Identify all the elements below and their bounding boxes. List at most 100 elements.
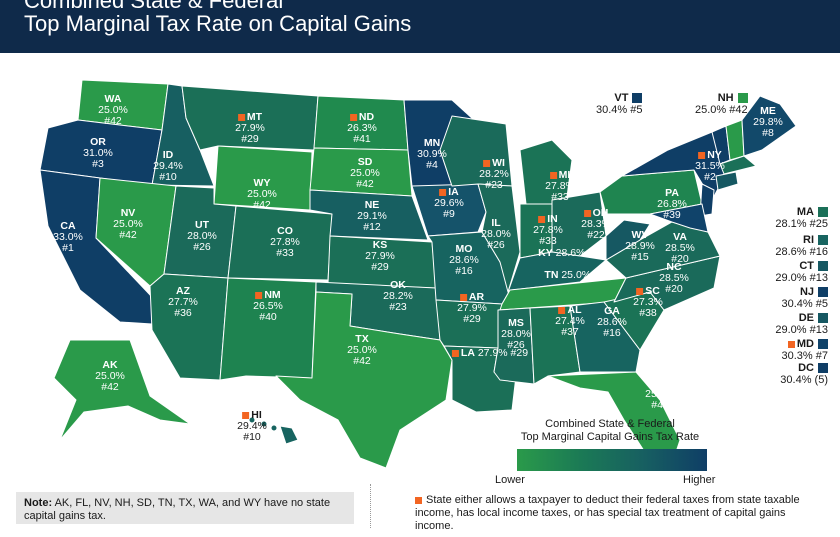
state-abbr: ID <box>162 149 174 161</box>
state-rank: #4 <box>426 159 438 171</box>
state-rate: 25.0% <box>247 188 277 200</box>
state-label-wi: WI 28.2% #23 <box>479 158 509 191</box>
state-label-ms: MS 28.0% #26 <box>501 318 531 351</box>
state-abbr: SC <box>645 285 660 297</box>
state-abbr: MN <box>423 137 441 149</box>
state-hi <box>248 416 299 445</box>
state-rate: 27.8% <box>545 180 575 192</box>
state-abbr: MS <box>508 317 524 329</box>
orange-square-icon <box>636 287 644 295</box>
state-abbr: PA <box>665 187 679 199</box>
state-label-nm: NM 26.5% #40 <box>253 290 283 323</box>
state-label-ut: UT 28.0% #26 <box>187 220 217 253</box>
color-swatch <box>818 339 828 350</box>
side-abbr: MA <box>796 206 814 218</box>
state-label-ak: AK 25.0% #42 <box>95 360 125 393</box>
orange-square-icon <box>549 171 557 179</box>
state-label-hi: HI 29.4% #10 <box>237 410 267 443</box>
side-label-md: MD 30.3% #7 <box>758 338 828 362</box>
state-rank: #42 <box>356 178 374 190</box>
orange-square-icon <box>483 159 491 167</box>
state-rate: 26.5% <box>253 300 283 312</box>
state-abbr: MT <box>246 111 263 123</box>
state-rank: #20 <box>671 253 689 265</box>
state-ct <box>715 171 739 191</box>
state-rank: #22 <box>587 229 605 241</box>
legend-higher-label: Higher <box>683 474 716 486</box>
state-label-mo: MO 28.6% #16 <box>449 244 479 277</box>
state-rate: 31.5% <box>695 160 725 172</box>
state-abbr: AR <box>468 291 485 303</box>
orange-square-icon <box>242 411 250 419</box>
state-label-ne: NE 29.1% #12 <box>357 200 387 233</box>
state-me <box>741 95 797 157</box>
state-rate: 29.6% <box>434 197 464 209</box>
state-rate: 25.0% <box>347 344 377 356</box>
state-rate: 25.0% <box>98 104 128 116</box>
legend-gradient-bar <box>517 449 707 471</box>
state-rate: 28.5% <box>659 272 689 284</box>
orange-square-icon <box>439 188 447 196</box>
state-rank: #42 <box>253 199 271 211</box>
state-rank: #33 <box>551 191 569 203</box>
state-abbr: IN <box>547 213 558 225</box>
side-value: 30.4% #5 <box>781 298 828 310</box>
state-rank: #42 <box>104 115 122 127</box>
state-rank: #23 <box>389 301 407 313</box>
state-rank: #9 <box>443 208 455 220</box>
state-abbr: NM <box>264 289 281 301</box>
state-il <box>477 183 521 293</box>
state-abbr: KS <box>372 239 388 251</box>
state-label-or: OR 31.0% #3 <box>83 137 113 170</box>
legend-title: Combined State & Federal Top Marginal Ca… <box>485 418 735 444</box>
state-abbr: SD <box>357 156 373 168</box>
state-rank: #29 <box>241 133 259 145</box>
state-abbr: ME <box>760 105 776 117</box>
state-md <box>649 203 709 233</box>
state-label-il: IL 28.0% #26 <box>481 218 511 251</box>
state-label-ks: KS 27.9% #29 <box>365 240 395 273</box>
state-rank: #29 <box>510 347 529 359</box>
state-label-va: VA 28.5% #20 <box>665 232 695 265</box>
state-label-tx: TX 25.0% #42 <box>347 334 377 367</box>
state-al <box>529 305 581 385</box>
us-map <box>39 79 797 471</box>
state-abbr: ND <box>358 111 375 123</box>
state-rank: #10 <box>159 171 177 183</box>
state-label-oh: OH 28.3% #22 <box>581 208 611 241</box>
state-rate: 33.0% <box>53 231 83 243</box>
state-rank: #8 <box>762 127 774 139</box>
state-abbr: GA <box>604 305 620 317</box>
state-label-ga: GA 28.6% #16 <box>597 306 627 339</box>
state-rate: 28.6% <box>597 316 627 328</box>
state-rate: 27.4% <box>555 315 585 327</box>
state-rate: 30.9% <box>417 148 447 160</box>
orange-square-icon <box>415 496 422 504</box>
state-rank: #20 <box>665 283 683 295</box>
state-rank: #3 <box>92 158 104 170</box>
orange-square-icon <box>349 113 357 121</box>
state-label-fl: FL 25.0% #42 <box>645 378 675 411</box>
state-rate: 27.9% <box>365 250 395 262</box>
state-label-mn: MN 30.9% #4 <box>417 138 447 171</box>
state-abbr: MI <box>558 169 571 181</box>
state-rate: 27.9% <box>457 302 487 314</box>
state-rank: #40 <box>259 311 277 323</box>
state-abbr: MO <box>455 243 473 255</box>
side-value: 25.0% #42 <box>695 104 748 116</box>
color-swatch <box>632 93 643 104</box>
state-rank: #2 <box>704 171 716 183</box>
state-abbr: WV <box>631 229 649 241</box>
state-rate: 27.9% <box>477 347 508 359</box>
state-rate: 27.8% <box>533 224 563 236</box>
state-rate: 25.0% <box>561 269 592 281</box>
color-swatch <box>818 363 828 374</box>
state-label-in: IN 27.8% #33 <box>533 214 563 247</box>
state-abbr: NE <box>364 199 380 211</box>
state-abbr: IA <box>448 186 459 198</box>
state-abbr: AZ <box>176 285 190 297</box>
state-label-wa: WA 25.0% #42 <box>98 94 128 127</box>
state-ga <box>569 301 641 373</box>
state-rate: 25.0% <box>95 370 125 382</box>
state-rank: #42 <box>101 381 119 393</box>
